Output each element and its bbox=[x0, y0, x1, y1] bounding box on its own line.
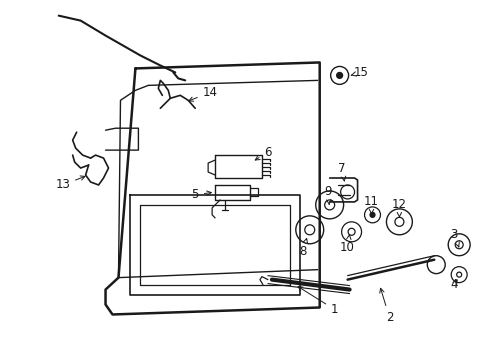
Text: 13: 13 bbox=[55, 176, 85, 192]
Text: 8: 8 bbox=[299, 238, 307, 258]
Text: 9: 9 bbox=[323, 185, 331, 204]
Text: 12: 12 bbox=[391, 198, 406, 217]
Text: 6: 6 bbox=[255, 145, 271, 160]
Text: 10: 10 bbox=[340, 235, 354, 254]
Text: 3: 3 bbox=[449, 228, 458, 247]
Text: 4: 4 bbox=[449, 278, 457, 291]
Text: 7: 7 bbox=[337, 162, 345, 181]
Circle shape bbox=[369, 212, 374, 217]
Circle shape bbox=[336, 72, 342, 78]
Text: 14: 14 bbox=[188, 86, 217, 101]
Text: 2: 2 bbox=[379, 288, 392, 324]
Text: 5: 5 bbox=[191, 188, 211, 202]
Text: 1: 1 bbox=[298, 287, 338, 316]
Text: 15: 15 bbox=[350, 66, 368, 79]
Text: 11: 11 bbox=[363, 195, 378, 214]
